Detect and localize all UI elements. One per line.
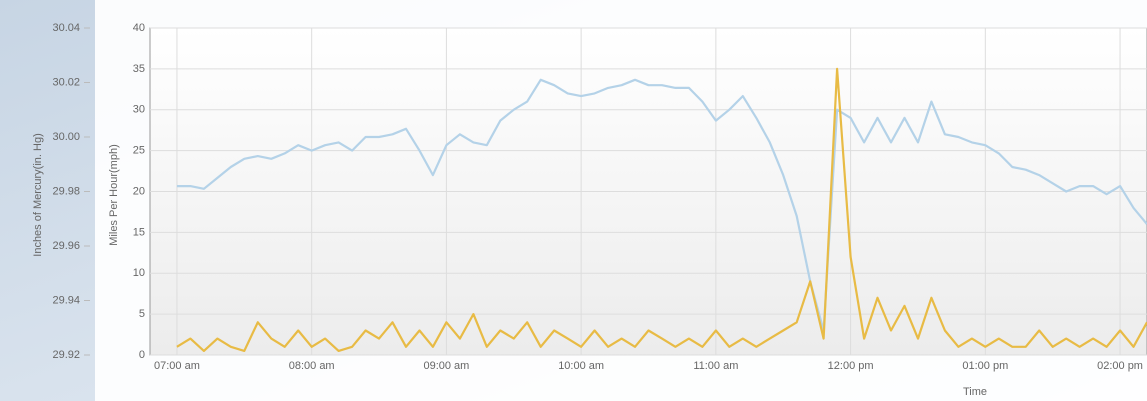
x-tick-label: 07:00 am bbox=[154, 360, 200, 372]
series-line bbox=[176, 67, 1147, 352]
series-line bbox=[176, 78, 1147, 332]
y-tick-label: 30.00 bbox=[52, 131, 80, 143]
y2-tick-label: 5 bbox=[139, 308, 145, 320]
y-tick-label: 29.92 bbox=[52, 349, 80, 361]
y2-tick-label: 10 bbox=[133, 267, 145, 279]
y-tick-label: 29.96 bbox=[52, 240, 80, 252]
y-axis-label: Inches of Mercury(in. Hg) bbox=[32, 133, 44, 256]
x-tick-label: 08:00 am bbox=[289, 360, 335, 372]
x-axis-label: Time bbox=[963, 386, 987, 398]
y2-tick-label: 15 bbox=[133, 226, 145, 238]
y-tick-label: 29.98 bbox=[52, 185, 80, 197]
y2-tick-label: 35 bbox=[133, 63, 145, 75]
y-tick-label: 30.04 bbox=[52, 22, 80, 34]
y-tick-label: 29.94 bbox=[52, 294, 80, 306]
y-tick-label: 30.02 bbox=[52, 76, 80, 88]
x-tick-label: 11:00 am bbox=[693, 360, 738, 372]
y2-tick-label: 30 bbox=[133, 104, 145, 116]
x-tick-label: 01:00 pm bbox=[962, 360, 1008, 372]
y2-axis-label: Miles Per Hour(mph) bbox=[108, 144, 120, 245]
x-tick-label: 12:00 pm bbox=[828, 360, 874, 372]
x-tick-label: 02:00 pm bbox=[1097, 360, 1143, 372]
x-tick-label: 10:00 am bbox=[558, 360, 604, 372]
x-tick-label: 09:00 am bbox=[423, 360, 469, 372]
y2-tick-label: 40 bbox=[133, 22, 145, 34]
y2-tick-label: 0 bbox=[139, 349, 145, 361]
y2-tick-label: 25 bbox=[133, 145, 145, 157]
y2-tick-label: 20 bbox=[133, 185, 145, 197]
